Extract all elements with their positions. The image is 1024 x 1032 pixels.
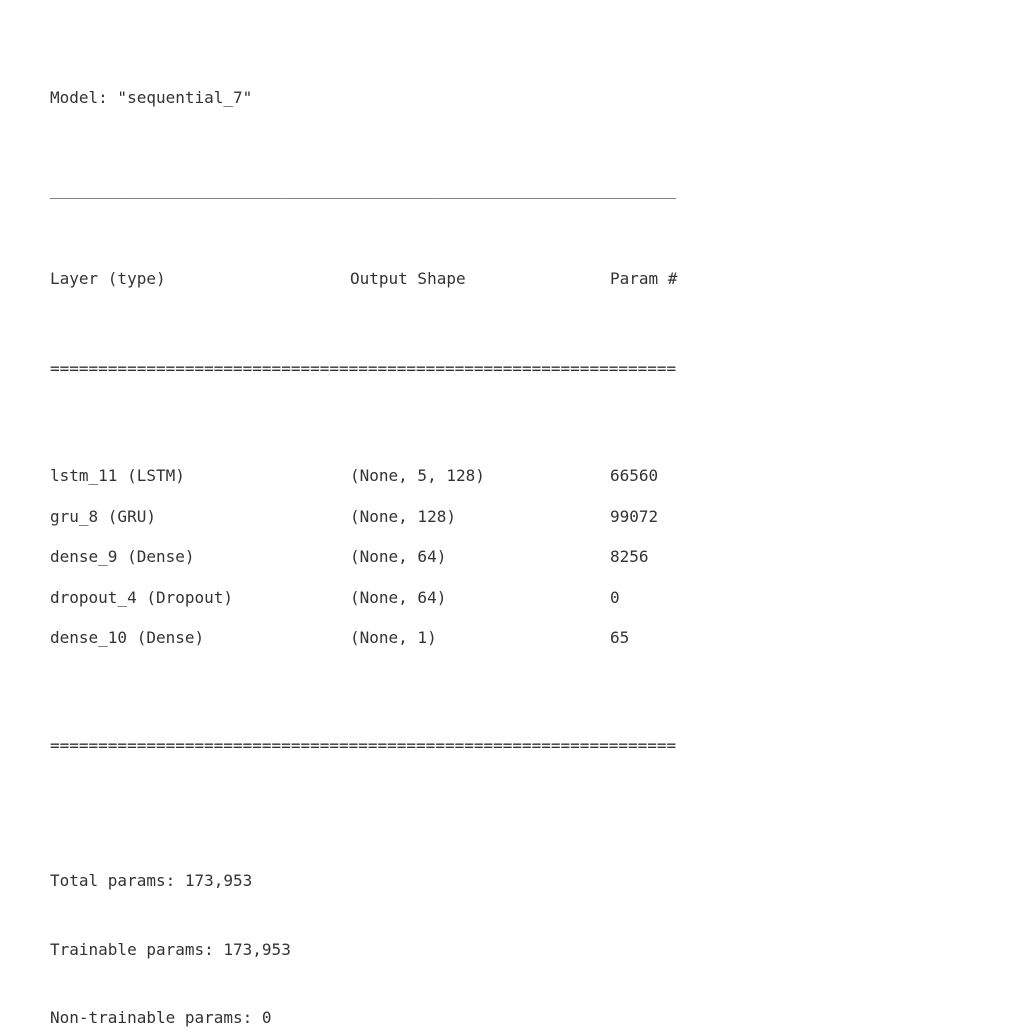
footer-block: Total params: 173,953 Trainable params: … (50, 824, 974, 1032)
footer-trainable: Trainable params: 173,953 (50, 938, 974, 962)
model-summary: Model: "sequential_7" __________________… (50, 20, 974, 1032)
layer-param-count: 8256 (610, 546, 974, 568)
table-row: dense_9 (Dense)(None, 64)8256 (50, 546, 974, 568)
header-output: Output Shape (350, 268, 610, 290)
model-title: Model: "sequential_7" (50, 87, 974, 109)
layer-param-count: 66560 (610, 465, 974, 487)
layer-output-shape: (None, 1) (350, 627, 610, 649)
layer-name: dropout_4 (Dropout) (50, 587, 350, 609)
table-row: gru_8 (GRU)(None, 128)99072 (50, 506, 974, 528)
divider-top-underscore: ________________________________________… (50, 179, 974, 201)
divider-header-equals: ========================================… (50, 358, 974, 380)
header-param: Param # (610, 268, 974, 290)
layer-name: dense_10 (Dense) (50, 627, 350, 649)
footer-nontrainable: Non-trainable params: 0 (50, 1006, 974, 1030)
header-row: Layer (type) Output Shape Param # (50, 268, 974, 290)
layer-param-count: 99072 (610, 506, 974, 528)
table-row: dropout_4 (Dropout)(None, 64)0 (50, 587, 974, 609)
layer-name: gru_8 (GRU) (50, 506, 350, 528)
layer-output-shape: (None, 64) (350, 546, 610, 568)
layer-param-count: 65 (610, 627, 974, 649)
layers-block: lstm_11 (LSTM)(None, 5, 128)66560 gru_8 (… (50, 465, 974, 649)
layer-output-shape: (None, 128) (350, 506, 610, 528)
table-row: lstm_11 (LSTM)(None, 5, 128)66560 (50, 465, 974, 487)
header-layer: Layer (type) (50, 268, 350, 290)
layer-param-count: 0 (610, 587, 974, 609)
layer-output-shape: (None, 5, 128) (350, 465, 610, 487)
layer-output-shape: (None, 64) (350, 587, 610, 609)
divider-footer-equals: ========================================… (50, 735, 974, 757)
layer-name: dense_9 (Dense) (50, 546, 350, 568)
layer-name: lstm_11 (LSTM) (50, 465, 350, 487)
footer-total: Total params: 173,953 (50, 869, 974, 893)
table-row: dense_10 (Dense)(None, 1)65 (50, 627, 974, 649)
